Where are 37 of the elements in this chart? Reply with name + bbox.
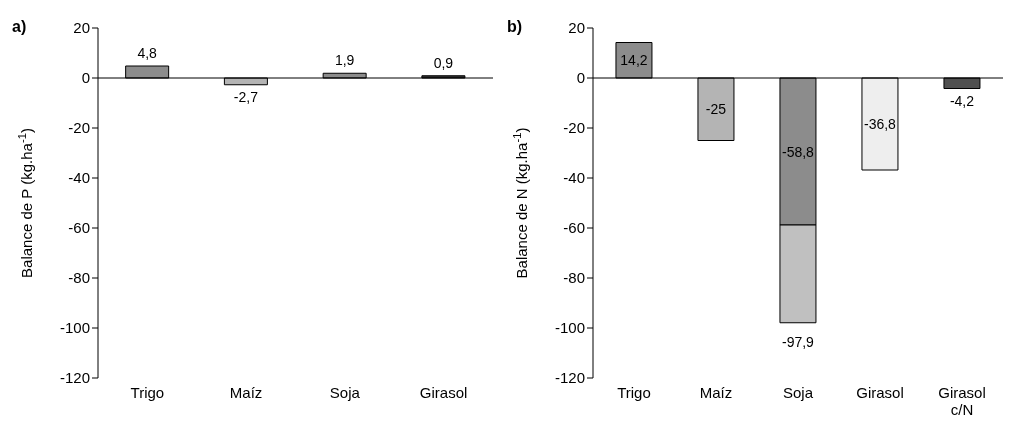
y-tick-label: -80 (563, 269, 585, 287)
data-label: 4,8 (137, 45, 158, 61)
data-label: 1,9 (334, 52, 355, 69)
y-tick-label: 0 (81, 69, 90, 87)
data-label: -4,2 (949, 92, 975, 109)
data-label: -58,8 (782, 143, 815, 160)
y-tick-label: -100 (59, 319, 90, 337)
y-tick-label: -60 (563, 219, 585, 237)
chart-title: a) (12, 18, 27, 36)
y-tick-label: -40 (68, 169, 90, 187)
y-tick-label: 0 (576, 69, 585, 87)
x-tick-label: Maíz (229, 384, 263, 401)
x-tick-label: Trigo (130, 384, 165, 401)
y-tick-label: -20 (563, 119, 585, 137)
y-tick-label: -80 (68, 269, 90, 287)
y-tick-label: -40 (563, 169, 585, 187)
x-tick-label: Soja (782, 384, 814, 401)
y-tick-label: 20 (73, 19, 90, 37)
y-tick-label: -100 (554, 319, 585, 337)
y-tick-label: -120 (554, 369, 585, 387)
x-tick-label: Girasol (419, 384, 468, 401)
y-tick-label: -20 (68, 119, 90, 137)
y-tick-label: -120 (59, 369, 90, 387)
x-tick-label: Soja (329, 384, 361, 401)
x-tick-label: Girasol c/N (938, 384, 986, 418)
data-label: -25 (705, 101, 727, 118)
data-label: 14,2 (620, 52, 648, 69)
chart-title: b) (507, 18, 523, 36)
x-tick-label: Girasol (856, 384, 904, 401)
y-tick-label: -60 (68, 219, 90, 237)
data-label: 0,9 (433, 54, 454, 71)
x-tick-label: Trigo (617, 384, 651, 401)
y-tick-label: 20 (568, 19, 585, 37)
x-tick-label: Maíz (699, 384, 733, 401)
data-label: -36,8 (864, 116, 897, 132)
data-label: -2,7 (233, 88, 259, 105)
total-label: -97,9 (782, 333, 815, 350)
